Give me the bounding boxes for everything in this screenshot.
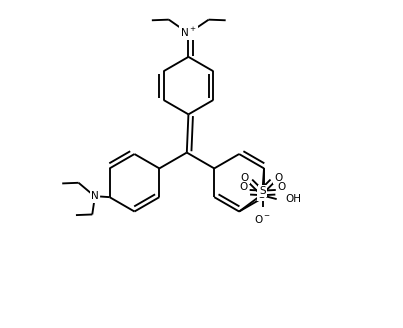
Text: S: S xyxy=(260,186,266,195)
Text: O: O xyxy=(278,182,286,192)
Text: S: S xyxy=(258,190,265,200)
Text: O$^-$: O$^-$ xyxy=(254,213,271,225)
Text: OH: OH xyxy=(286,194,302,204)
Text: N: N xyxy=(91,192,99,201)
Text: O: O xyxy=(274,173,283,183)
Text: N$^+$: N$^+$ xyxy=(180,26,197,39)
Text: O: O xyxy=(240,182,248,192)
Text: O: O xyxy=(240,173,249,183)
